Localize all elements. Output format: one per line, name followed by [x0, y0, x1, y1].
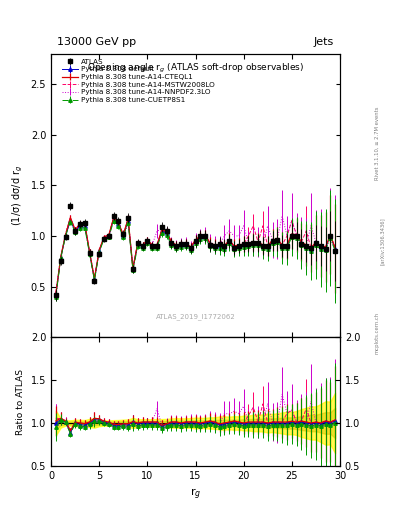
Text: ATLAS_2019_I1772062: ATLAS_2019_I1772062	[156, 313, 235, 320]
Legend: ATLAS, Pythia 8.308 default, Pythia 8.308 tune-A14-CTEQL1, Pythia 8.308 tune-A14: ATLAS, Pythia 8.308 default, Pythia 8.30…	[61, 57, 216, 104]
X-axis label: r$_g$: r$_g$	[190, 486, 201, 502]
Y-axis label: Ratio to ATLAS: Ratio to ATLAS	[16, 369, 25, 435]
Y-axis label: (1/σ) dσ/d r$_g$: (1/σ) dσ/d r$_g$	[11, 165, 25, 226]
Text: mcplots.cern.ch: mcplots.cern.ch	[375, 312, 380, 354]
Text: 13000 GeV pp: 13000 GeV pp	[57, 37, 136, 47]
Text: Opening angle r$_g$ (ATLAS soft-drop observables): Opening angle r$_g$ (ATLAS soft-drop obs…	[87, 62, 304, 75]
Text: [arXiv:1306.3436]: [arXiv:1306.3436]	[380, 217, 384, 265]
Text: Jets: Jets	[314, 37, 334, 47]
Text: Rivet 3.1.10, ≥ 2.7M events: Rivet 3.1.10, ≥ 2.7M events	[375, 106, 380, 180]
